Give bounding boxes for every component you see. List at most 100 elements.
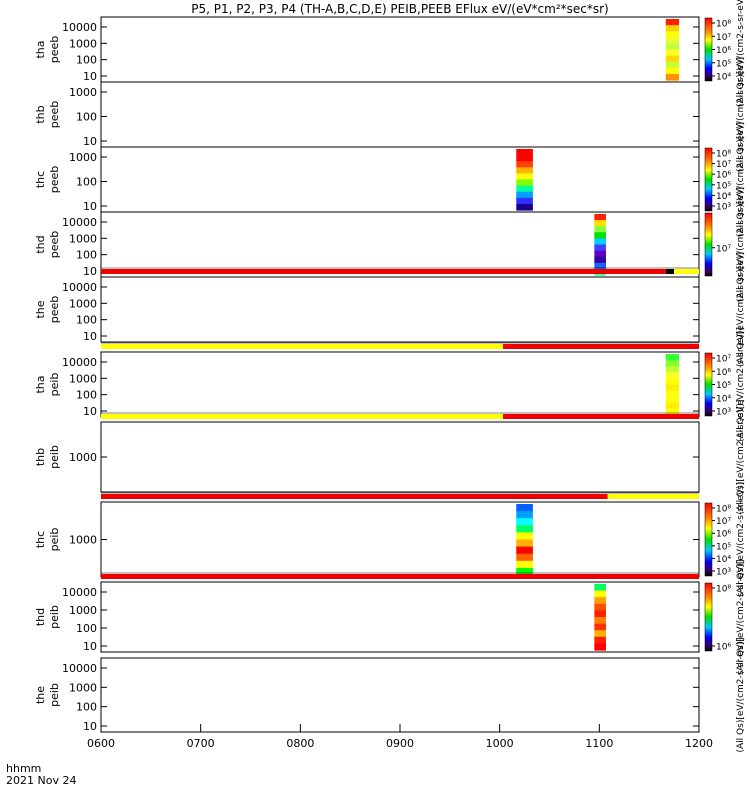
spectrogram-cell (665, 402, 680, 410)
colorbar (704, 212, 713, 277)
spectrogram-cell (516, 203, 533, 211)
spectrogram-cell (665, 25, 680, 32)
x-tick-label: 1100 (585, 737, 613, 750)
spectrogram-cell (665, 43, 680, 51)
colorbar (704, 147, 713, 212)
y-tick-label: 10 (83, 70, 97, 83)
panel-tha_peib: 10 100 1000 10000 tha peib 10³ 10⁴ 10⁵ 10⁶ 10⁷ (All… (34, 327, 746, 442)
status-bar-segment (674, 269, 699, 274)
spectrogram-cell (594, 584, 606, 592)
panel-label-probe: the (34, 686, 47, 704)
spectrogram-cell (594, 220, 606, 227)
colorbar (704, 17, 713, 82)
y-tick-label: 10 (83, 640, 97, 653)
spectrogram-cell (594, 623, 606, 631)
y-tick-label: 10 (83, 265, 97, 278)
panel-tha_peeb: 10 100 1000 10000 tha peeb 10⁴ 10⁵ 10⁶ 10⁷ 10⁸ (All… (34, 0, 746, 107)
panel-thd_peeb: 10 100 1000 10000 thd peeb 10⁷ (All Qs)[eV/(cm2… (34, 187, 746, 302)
spectrogram-cell (516, 179, 533, 187)
y-tick-label: 1000 (69, 151, 97, 164)
spectrogram-cell (594, 244, 606, 252)
panel-label-product: peeb (48, 36, 61, 64)
x-tick-label: 1000 (486, 737, 514, 750)
spectrogram-cell (594, 262, 606, 270)
y-tick-label: 1000 (69, 534, 97, 547)
spectrogram-cell (594, 617, 606, 625)
colorbar-unit-label: (All Qs)[eV/(cm2-s-sr-eV)] (736, 638, 746, 753)
spectrogram-cell (665, 378, 680, 386)
time-axis: 0600 0700 0800 0900 1000 1100 1200 (87, 724, 713, 750)
colorbar-unit-label: (All Qs)[eV/(cm2-s-sr-eV)] (736, 252, 746, 367)
panel-label-probe: thd (34, 608, 47, 626)
panel-label-product: peeb (48, 296, 61, 324)
spectrogram-cell (594, 597, 606, 605)
figure-title: P5, P1, P2, P3, P4 (TH-A,B,C,D,E) PEIB,P… (191, 2, 608, 16)
colorbar-tick-label: 10⁸ (716, 585, 731, 595)
spectrogram-cell (516, 191, 533, 199)
spectrogram-cell (665, 396, 680, 404)
time-unit-label: hhmm (6, 762, 41, 775)
colorbar-tick-label: 10⁶ (716, 368, 731, 378)
panel-thb_peeb: 10 100 1000 thb peeb (All Qs)[eV/(cm2-s-sr-eV… (34, 57, 746, 172)
y-tick-label: 10 (83, 330, 97, 343)
y-tick-label: 100 (76, 389, 97, 402)
y-tick-label: 1000 (69, 232, 97, 245)
status-bar-segment (502, 344, 699, 349)
colorbar-tick-label: 10⁷ (716, 160, 731, 170)
panel-label-product: peib (48, 373, 61, 397)
panel-frame (100, 16, 700, 83)
panel-label-probe: tha (34, 40, 47, 58)
spectrogram-cell (665, 67, 680, 75)
colorbar-unit-label: (All Qs)[eV/(cm2-s-sr-eV)] (736, 57, 746, 172)
colorbar-tick-label: 10⁵ (716, 181, 731, 191)
y-tick-label: 1000 (69, 297, 97, 310)
y-tick-label: 100 (76, 111, 97, 124)
spectrogram-cell (516, 161, 533, 168)
spectrogram-cell (665, 354, 680, 361)
status-bar-segment (101, 269, 666, 274)
y-tick-label: 1000 (69, 86, 97, 99)
y-tick-label: 1000 (69, 372, 97, 385)
status-bar-segment (101, 574, 699, 579)
panel-thd_peib: 10 100 1000 10000 thd peib 10⁶ 10⁸ (All Qs)[eV/(… (34, 560, 746, 675)
colorbar-tick-label: 10⁴ (716, 192, 731, 202)
x-tick-label: 0600 (87, 737, 115, 750)
colorbar-tick-label: 10⁴ (716, 555, 731, 565)
spectrogram-cell (594, 238, 606, 246)
y-tick-label: 1000 (69, 681, 97, 694)
spectrogram-cell (594, 630, 606, 638)
status-bar-segment (502, 414, 699, 419)
colorbar-tick-label: 10⁵ (716, 381, 731, 391)
status-bar-segment (101, 494, 608, 499)
colorbar-unit-label: (All Qs)[eV/(cm2-s-sr-eV)] (736, 400, 746, 515)
spectrogram-cell (665, 37, 680, 44)
panel-label-product: peib (48, 445, 61, 469)
spectrogram-cell (516, 553, 533, 562)
y-tick-label: 10 (83, 200, 97, 213)
spectrogram-cell (516, 167, 533, 174)
colorbar-tick-label: 10⁶ (716, 171, 731, 181)
spectrogram-cell (665, 31, 680, 38)
spectrogram-cell (594, 232, 606, 239)
y-tick-label: 100 (76, 176, 97, 189)
colorbar-unit-label: (All Qs)[eV/(cm2-s-sr-eV)] (736, 122, 746, 237)
colorbar-unit-label: (All Qs)[eV/(cm2-s-sr-eV)] (736, 187, 746, 302)
y-tick-label: 10 (83, 720, 97, 733)
spectrogram-cell (665, 408, 680, 416)
spectrogram-cell (516, 560, 533, 569)
panel-frame (100, 211, 700, 278)
panel-frame (100, 501, 700, 578)
spectrogram-cell (665, 384, 680, 392)
spectrogram-cell (665, 360, 680, 367)
spectrogram-cell (665, 61, 680, 69)
panel-label-probe: tha (34, 375, 47, 393)
colorbar-tick-label: 10³ (716, 408, 731, 418)
panel-label-probe: the (34, 300, 47, 318)
panel-label-probe: thb (34, 105, 47, 123)
panel-frame (100, 421, 700, 493)
panel-frame (100, 657, 700, 733)
spectrogram-cell (594, 590, 606, 598)
panel-frame (100, 81, 700, 148)
